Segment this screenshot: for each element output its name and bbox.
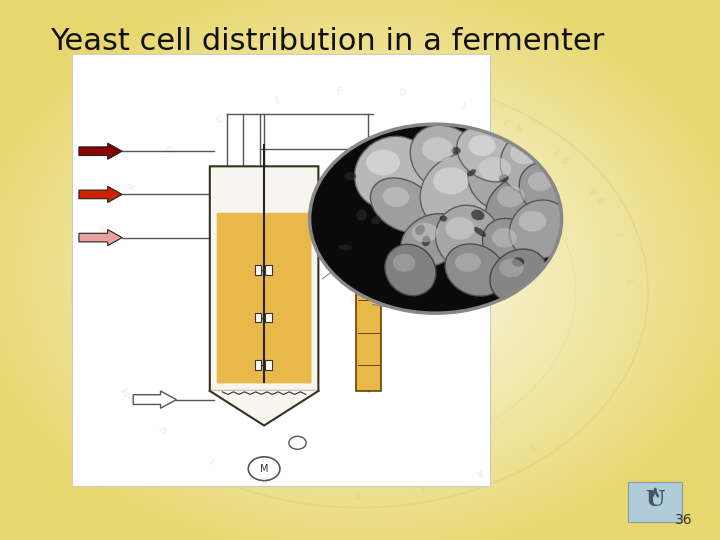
FancyArrow shape: [79, 230, 122, 246]
Ellipse shape: [512, 258, 524, 267]
FancyBboxPatch shape: [255, 265, 261, 275]
Ellipse shape: [497, 186, 525, 207]
FancyBboxPatch shape: [628, 482, 683, 523]
FancyBboxPatch shape: [255, 313, 261, 322]
Ellipse shape: [510, 200, 570, 259]
Ellipse shape: [519, 163, 575, 215]
Ellipse shape: [422, 235, 431, 246]
Text: L: L: [623, 278, 632, 284]
Ellipse shape: [422, 137, 454, 161]
Text: I: I: [550, 149, 559, 158]
Ellipse shape: [467, 169, 476, 177]
Text: R: R: [126, 181, 138, 192]
Ellipse shape: [492, 228, 517, 248]
Ellipse shape: [469, 135, 495, 156]
Text: O: O: [165, 144, 176, 155]
Text: M: M: [260, 464, 269, 474]
Ellipse shape: [412, 222, 438, 242]
Ellipse shape: [499, 259, 524, 277]
Text: I: I: [459, 102, 466, 111]
Ellipse shape: [338, 245, 352, 251]
Text: A: A: [474, 466, 485, 477]
Text: M: M: [121, 384, 132, 396]
Ellipse shape: [433, 167, 469, 194]
Text: E: E: [355, 488, 361, 497]
Ellipse shape: [456, 126, 523, 182]
Ellipse shape: [486, 176, 551, 235]
Ellipse shape: [385, 244, 436, 296]
Ellipse shape: [468, 145, 540, 212]
FancyBboxPatch shape: [265, 360, 272, 370]
Text: U: U: [158, 423, 170, 434]
Ellipse shape: [490, 249, 547, 302]
FancyArrow shape: [133, 391, 176, 408]
Text: C: C: [501, 118, 511, 129]
FancyArrow shape: [79, 143, 122, 159]
Ellipse shape: [482, 218, 540, 273]
Ellipse shape: [415, 225, 425, 235]
Ellipse shape: [499, 174, 509, 182]
Ellipse shape: [500, 130, 565, 194]
Text: 36: 36: [675, 514, 693, 528]
Ellipse shape: [445, 244, 505, 296]
FancyBboxPatch shape: [265, 265, 272, 275]
FancyBboxPatch shape: [356, 210, 381, 391]
Ellipse shape: [474, 227, 486, 237]
Text: E: E: [336, 86, 342, 96]
Text: G: G: [558, 156, 570, 167]
Text: C: C: [215, 115, 225, 126]
Text: I: I: [208, 455, 216, 464]
Ellipse shape: [356, 210, 367, 221]
FancyBboxPatch shape: [72, 54, 490, 486]
FancyArrow shape: [479, 284, 518, 300]
Ellipse shape: [366, 150, 400, 176]
Ellipse shape: [371, 178, 436, 233]
FancyArrow shape: [79, 186, 122, 202]
Text: P: P: [100, 225, 110, 234]
Ellipse shape: [410, 125, 482, 193]
FancyBboxPatch shape: [210, 166, 318, 391]
Ellipse shape: [401, 214, 463, 267]
Text: ☯: ☯: [348, 291, 372, 314]
Ellipse shape: [372, 216, 381, 224]
Ellipse shape: [344, 172, 356, 180]
Ellipse shape: [479, 157, 511, 180]
Text: N: N: [512, 123, 523, 135]
Text: S: S: [593, 195, 604, 205]
Ellipse shape: [451, 147, 461, 154]
Ellipse shape: [519, 211, 546, 232]
Text: Yeast cell distribution in a fermenter: Yeast cell distribution in a fermenter: [50, 27, 605, 56]
Text: E: E: [273, 96, 282, 106]
Ellipse shape: [471, 210, 485, 220]
FancyArrow shape: [372, 143, 415, 160]
Ellipse shape: [354, 136, 431, 210]
Ellipse shape: [455, 253, 481, 272]
FancyBboxPatch shape: [265, 313, 272, 322]
Ellipse shape: [420, 153, 501, 230]
FancyBboxPatch shape: [255, 360, 261, 370]
Text: S: S: [527, 440, 537, 451]
Circle shape: [310, 124, 562, 313]
Text: 人人人: 人人人: [351, 254, 369, 264]
Text: U: U: [646, 489, 665, 511]
FancyArrow shape: [372, 186, 415, 202]
Text: D: D: [397, 88, 406, 98]
Ellipse shape: [439, 215, 447, 221]
Circle shape: [289, 436, 306, 449]
Ellipse shape: [392, 254, 415, 272]
Ellipse shape: [528, 172, 553, 191]
Ellipse shape: [445, 217, 474, 240]
Text: I: I: [612, 232, 621, 237]
FancyBboxPatch shape: [217, 213, 312, 383]
Ellipse shape: [383, 187, 409, 207]
Polygon shape: [210, 391, 318, 426]
Text: V: V: [586, 186, 598, 196]
Ellipse shape: [436, 205, 500, 270]
Circle shape: [248, 457, 280, 481]
Text: L: L: [417, 482, 424, 492]
Ellipse shape: [510, 141, 539, 164]
Text: D: D: [264, 475, 273, 486]
